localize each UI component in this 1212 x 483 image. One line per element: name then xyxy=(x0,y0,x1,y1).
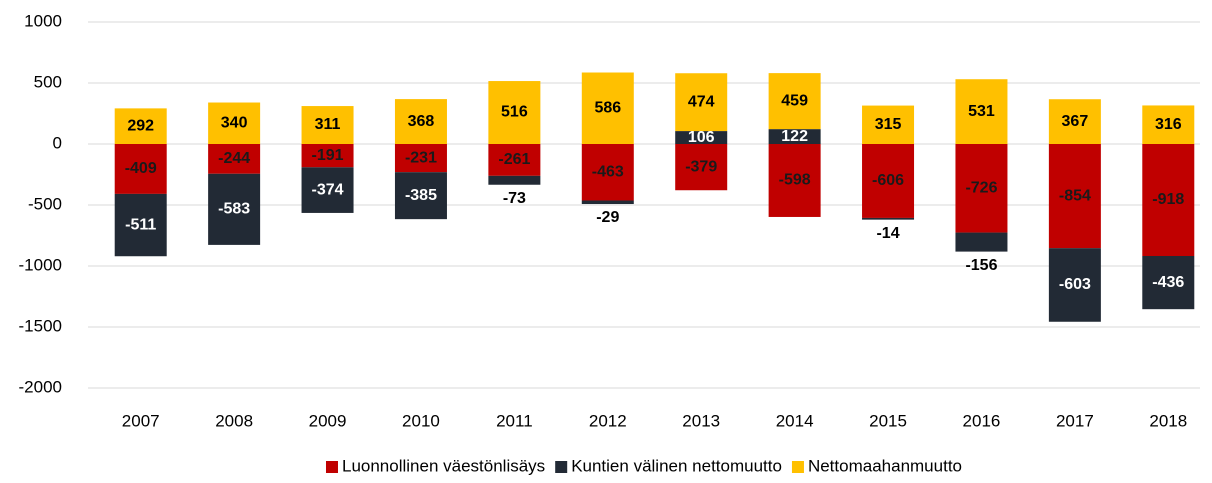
value-label: 459 xyxy=(781,92,808,109)
x-tick-label: 2016 xyxy=(963,411,1001,430)
bar-segment xyxy=(488,175,541,185)
value-label: -598 xyxy=(779,172,811,189)
value-label: -374 xyxy=(312,181,344,198)
bar-segment xyxy=(488,81,541,144)
value-label: -606 xyxy=(872,172,904,189)
value-label: -603 xyxy=(1059,276,1091,293)
value-label: 311 xyxy=(315,116,341,133)
value-label: -511 xyxy=(125,216,156,233)
y-tick-label: 0 xyxy=(53,133,62,152)
value-label: -463 xyxy=(592,163,624,180)
x-tick-label: 2010 xyxy=(402,411,440,430)
value-label: -409 xyxy=(125,160,157,177)
x-tick-label: 2014 xyxy=(776,411,814,430)
bar-segment xyxy=(114,193,167,257)
value-label: 531 xyxy=(968,103,995,120)
y-tick-label: -2000 xyxy=(19,377,62,396)
bar-segment xyxy=(394,144,447,173)
bar-segment xyxy=(675,73,728,132)
x-tick-label: 2009 xyxy=(309,411,347,430)
bar-segment xyxy=(1048,248,1101,322)
bar-segment xyxy=(488,144,541,176)
value-label: -231 xyxy=(405,149,437,166)
x-tick-label: 2011 xyxy=(496,411,533,430)
value-label: 368 xyxy=(408,113,435,130)
bar-segment xyxy=(1048,144,1101,249)
value-label: 586 xyxy=(594,99,621,116)
value-label: 106 xyxy=(688,129,715,146)
bar-segment xyxy=(768,129,821,144)
value-label: -14 xyxy=(876,225,899,242)
bar-segment xyxy=(581,200,634,205)
y-tick-label: -1000 xyxy=(19,255,62,274)
bar-segment xyxy=(675,144,728,191)
bar-segment xyxy=(862,217,915,220)
value-label: 292 xyxy=(127,117,154,134)
bar-segment xyxy=(862,105,915,144)
bar-segment xyxy=(301,106,354,144)
legend-swatch xyxy=(325,461,338,473)
value-label: -73 xyxy=(503,190,526,207)
legend: Luonnollinen väestönlisäys Kuntien väline… xyxy=(325,456,962,475)
bar-segment xyxy=(1142,144,1195,256)
bar-segment xyxy=(1142,255,1195,310)
value-label: -156 xyxy=(965,257,997,274)
x-tick-label: 2018 xyxy=(1149,411,1187,430)
value-label: -261 xyxy=(498,151,530,168)
legend-label: Nettomaahanmuutto xyxy=(808,456,962,475)
value-label: 316 xyxy=(1155,116,1182,133)
value-label: 340 xyxy=(221,114,248,131)
x-tick-label: 2012 xyxy=(589,411,627,430)
value-label: -385 xyxy=(405,187,437,204)
bar-segment xyxy=(208,173,261,245)
value-label: -854 xyxy=(1059,187,1091,204)
legend-swatch xyxy=(791,461,804,473)
x-tick-label: 2007 xyxy=(122,411,160,430)
value-label: -191 xyxy=(312,147,344,164)
bar-segment xyxy=(301,144,354,168)
x-tick-label: 2013 xyxy=(682,411,720,430)
value-label: -583 xyxy=(218,201,250,218)
bar-segment xyxy=(1048,99,1101,144)
value-label: 315 xyxy=(875,116,902,133)
value-label: -244 xyxy=(218,150,250,167)
bar-segment xyxy=(208,102,261,144)
y-tick-label: 1000 xyxy=(24,11,62,30)
legend-label: Luonnollinen väestönlisäys xyxy=(342,456,545,475)
bar-segment xyxy=(301,167,354,213)
y-tick-label: -500 xyxy=(28,194,62,213)
bar-segment xyxy=(581,144,634,201)
value-label: -436 xyxy=(1152,274,1184,291)
legend-label: Kuntien välinen nettomuutto xyxy=(571,456,782,475)
x-tick-label: 2017 xyxy=(1056,411,1094,430)
bar-segment xyxy=(581,72,634,144)
bar-segment xyxy=(114,108,167,144)
bar-segment xyxy=(768,73,821,130)
bar-segment xyxy=(675,131,728,144)
y-tick-label: 500 xyxy=(34,72,62,91)
value-label: -726 xyxy=(965,180,997,197)
value-label: 516 xyxy=(501,104,528,121)
value-label: 122 xyxy=(781,128,808,145)
y-tick-label: -1500 xyxy=(19,316,62,335)
bar-segment xyxy=(208,144,261,174)
value-label: -29 xyxy=(596,209,619,226)
value-label: -918 xyxy=(1152,191,1184,208)
bar-segment xyxy=(394,99,447,144)
value-label: 474 xyxy=(688,93,715,110)
bar-segment xyxy=(862,144,915,218)
value-label: 367 xyxy=(1062,113,1089,130)
legend-swatch xyxy=(555,461,568,473)
bar-segment xyxy=(1142,105,1195,144)
bar-segment xyxy=(955,144,1008,233)
x-tick-label: 2008 xyxy=(215,411,253,430)
x-tick-label: 2015 xyxy=(869,411,907,430)
bar-segment xyxy=(955,79,1008,144)
bar-segment xyxy=(394,172,447,220)
bar-segment xyxy=(768,144,821,217)
value-label: -379 xyxy=(685,158,717,175)
bar-segment xyxy=(955,232,1008,252)
bar-segment xyxy=(114,144,167,194)
